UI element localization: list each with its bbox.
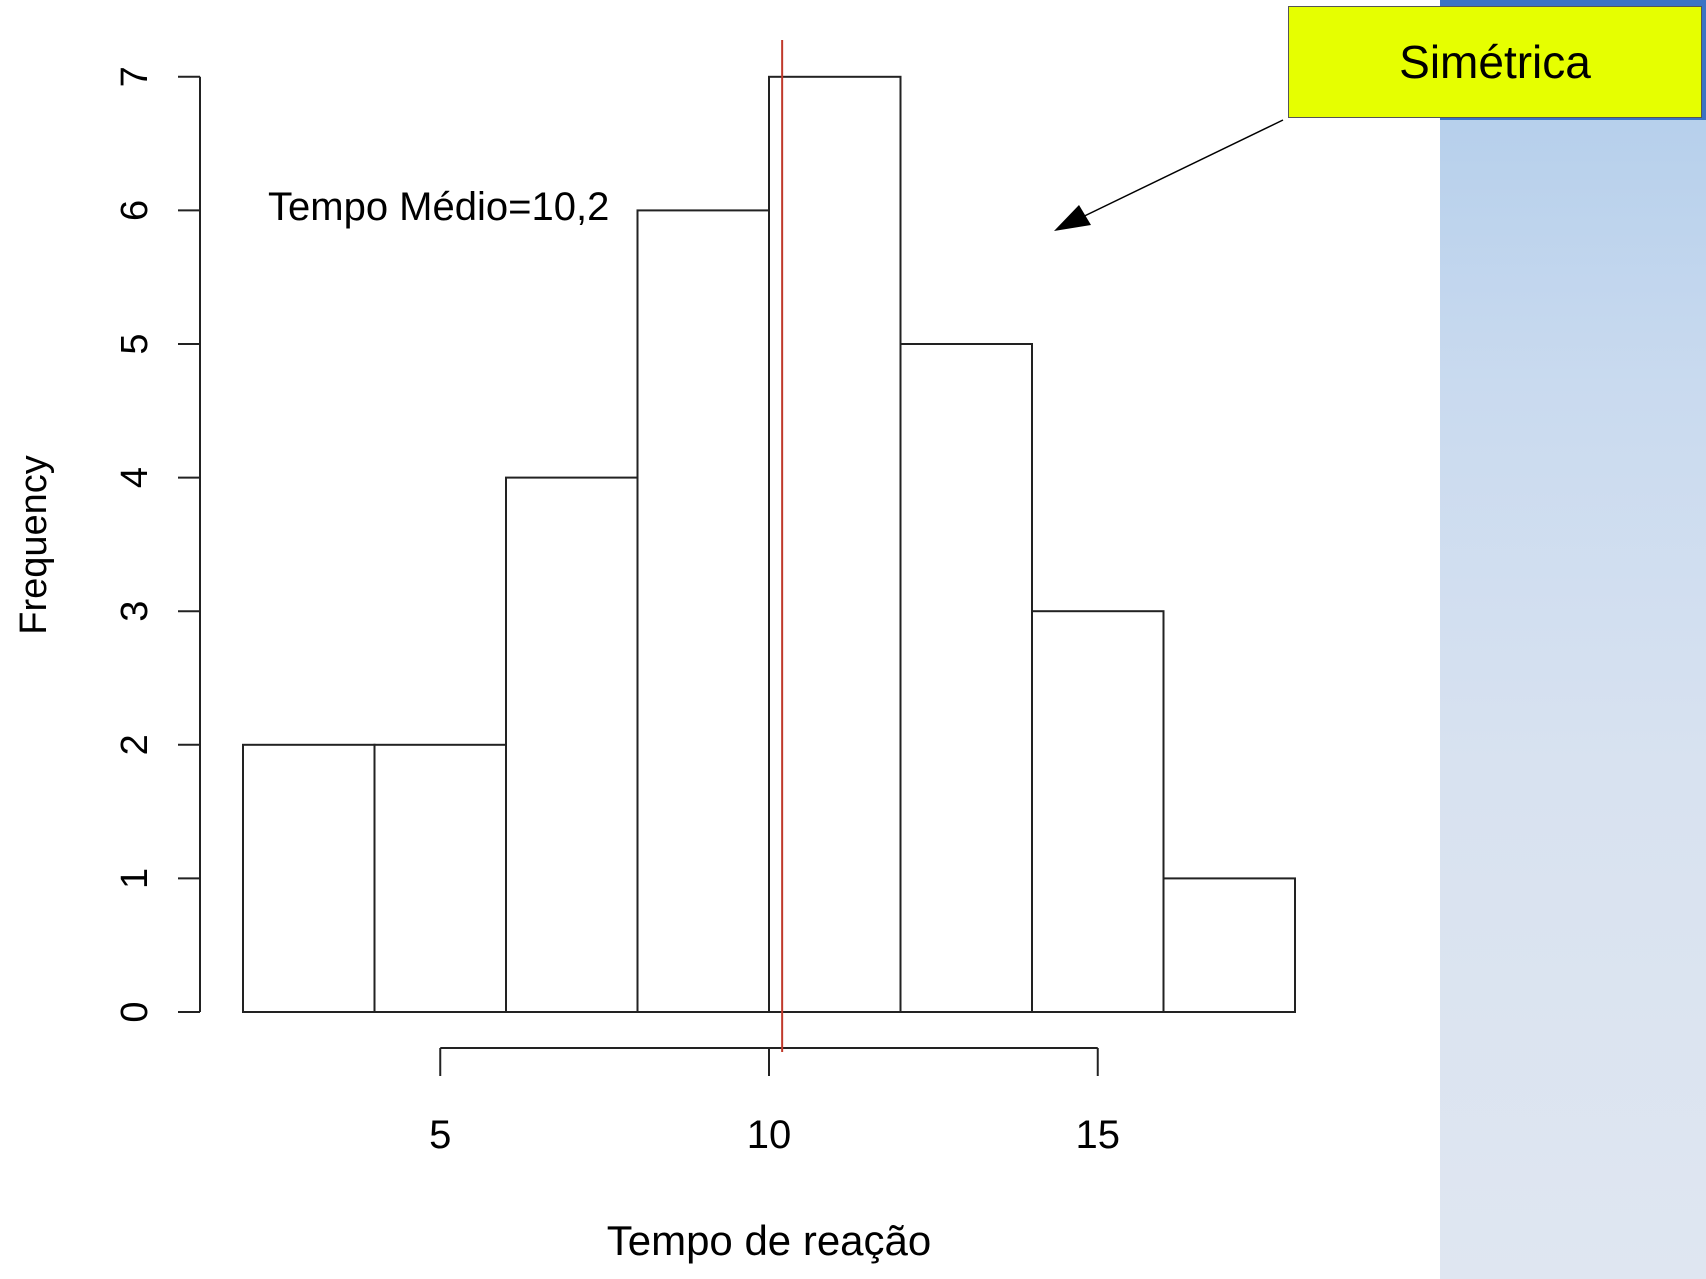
y-tick-label: 7 (114, 66, 156, 87)
mean-annotation: Tempo Médio=10,2 (268, 185, 609, 229)
y-tick-label: 3 (114, 601, 156, 622)
y-tick-label: 1 (114, 868, 156, 889)
y-tick-label: 5 (114, 333, 156, 354)
x-axis: 5 10 15 (429, 1047, 1121, 1157)
callout-box: Simétrica (1288, 6, 1702, 118)
histogram-bar (636, 209, 770, 1013)
x-tick-label: 15 (1076, 1113, 1121, 1157)
histogram-bar (1162, 877, 1296, 1014)
x-axis-label: Tempo de reação (607, 1217, 932, 1264)
histogram-bar (1031, 610, 1165, 1013)
y-tick-label: 2 (114, 734, 156, 755)
x-tick-label: 5 (429, 1113, 451, 1157)
histogram-bar (505, 476, 639, 1014)
histogram-bar (373, 743, 507, 1013)
callout-label: Simétrica (1399, 36, 1591, 88)
y-tick-label: 4 (114, 467, 156, 488)
callout-arrow (1054, 119, 1284, 231)
histogram-bar (242, 743, 376, 1013)
histogram-bar (768, 75, 902, 1014)
y-tick-label: 0 (114, 1001, 156, 1022)
y-axis: 0 1 2 3 4 5 6 7 (114, 66, 201, 1023)
side-decoration-panel (1440, 0, 1706, 1279)
y-axis-label: Frequency (13, 455, 55, 635)
bars-group (242, 75, 1296, 1014)
y-tick-label: 6 (114, 200, 156, 221)
x-tick-label: 10 (747, 1113, 792, 1157)
histogram-bar (899, 343, 1033, 1013)
